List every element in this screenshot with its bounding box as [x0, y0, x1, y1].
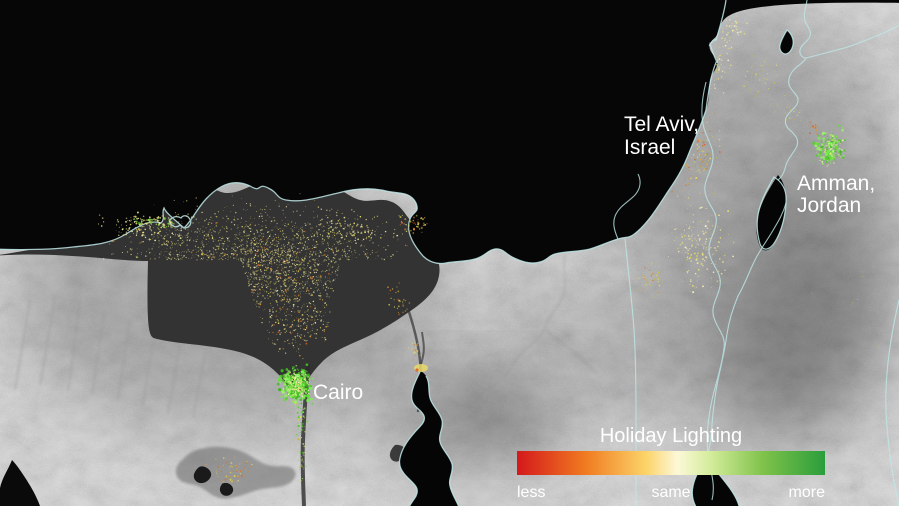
svg-text:Amman,: Amman,	[797, 172, 875, 195]
svg-text:same: same	[651, 484, 690, 501]
svg-text:Israel: Israel	[624, 136, 675, 159]
svg-text:Tel Aviv,: Tel Aviv,	[624, 113, 699, 136]
svg-text:Jordan: Jordan	[797, 194, 861, 217]
svg-text:Holiday Lighting: Holiday Lighting	[600, 425, 742, 447]
svg-text:Cairo: Cairo	[313, 381, 363, 404]
svg-text:more: more	[789, 484, 826, 501]
svg-text:less: less	[517, 484, 545, 501]
